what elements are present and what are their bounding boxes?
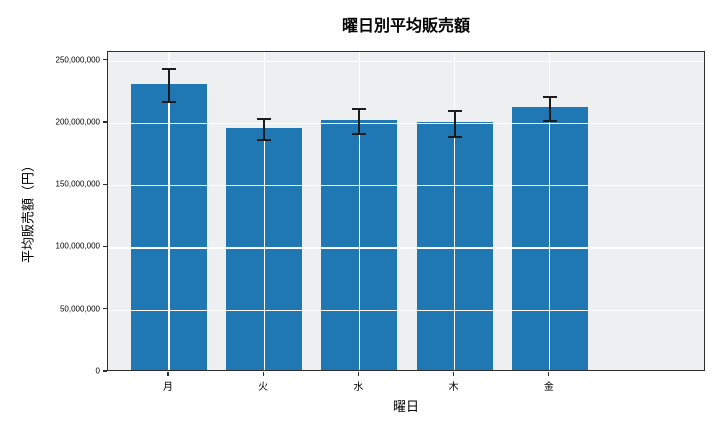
error-cap-top-mon <box>161 67 176 70</box>
x-tick-label-mon: 月 <box>162 382 173 393</box>
error-cap-top-tue <box>257 118 272 121</box>
error-bar-fri <box>548 97 551 122</box>
y-tick-label: 250,000,000 <box>55 55 101 65</box>
x-axis-label: 曜日 <box>392 399 419 414</box>
y-tick-label: 150,000,000 <box>55 179 101 189</box>
v-gridline <box>454 52 456 370</box>
v-gridline <box>358 52 360 370</box>
error-bar-wed <box>358 109 361 135</box>
y-tick-label: 0 <box>95 366 100 376</box>
x-tick-mark <box>548 372 550 376</box>
h-gridline <box>108 122 704 125</box>
h-gridline <box>108 60 704 62</box>
y-tick-mark <box>102 245 107 248</box>
plot-area <box>107 51 705 371</box>
y-tick-mark <box>102 183 107 185</box>
y-tick-mark <box>102 308 107 310</box>
x-tick-label-fri: 金 <box>543 382 554 393</box>
v-gridline <box>263 52 265 370</box>
x-tick-mark <box>357 372 359 376</box>
error-cap-top-wed <box>352 108 367 111</box>
h-gridline <box>108 185 704 187</box>
y-tick-mark <box>102 59 107 61</box>
error-cap-top-thu <box>447 109 462 112</box>
error-bars-layer <box>108 52 704 370</box>
error-bar-thu <box>453 110 456 137</box>
chart-title: 曜日別平均販売額 <box>341 18 470 35</box>
y-tick-mark <box>102 121 107 123</box>
x-tick-label-thu: 木 <box>448 382 459 393</box>
y-axis-label: 平均販売額（円） <box>20 158 36 264</box>
y-tick-label: 50,000,000 <box>59 304 100 314</box>
error-cap-bottom-fri <box>542 120 557 123</box>
error-bar-tue <box>263 119 266 141</box>
v-gridline <box>549 52 551 370</box>
h-gridline <box>108 247 704 249</box>
y-tick-label: 200,000,000 <box>55 117 101 127</box>
x-tick-mark <box>167 372 169 376</box>
error-cap-bottom-tue <box>257 139 272 142</box>
error-cap-bottom-mon <box>161 101 176 104</box>
y-tick-label: 100,000,000 <box>55 241 101 251</box>
v-gridline <box>168 52 170 370</box>
error-cap-bottom-wed <box>352 133 367 136</box>
x-tick-mark <box>453 372 455 376</box>
error-cap-bottom-thu <box>447 135 462 138</box>
grid-layer <box>108 52 704 370</box>
x-tick-label-wed: 水 <box>353 382 364 393</box>
error-cap-top-fri <box>542 96 557 99</box>
y-tick-mark <box>102 370 107 372</box>
x-tick-label-tue: 火 <box>258 382 269 393</box>
x-tick-mark <box>262 372 264 376</box>
h-gridline <box>108 309 704 311</box>
error-bar-mon <box>167 68 170 103</box>
